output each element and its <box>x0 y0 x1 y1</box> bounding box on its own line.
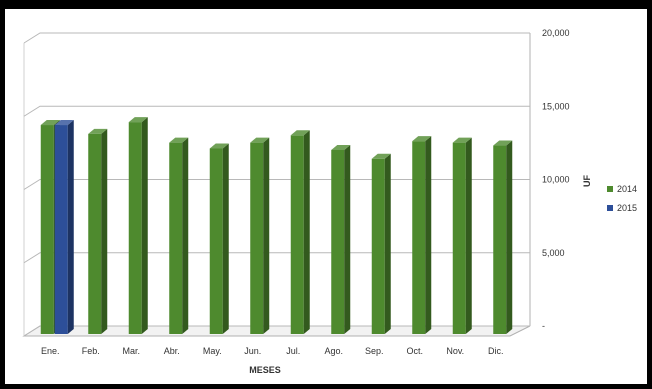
bar-2014-feb <box>88 128 108 334</box>
x-tick-label: Jun. <box>244 346 261 356</box>
bar-2014-jun <box>250 137 270 334</box>
legend: 2014 2015 <box>607 184 637 213</box>
bar-side <box>141 117 148 334</box>
x-tick-label: Sep. <box>365 346 384 356</box>
bar-front <box>331 149 345 334</box>
bar-top <box>54 120 74 126</box>
x-tick-label: May. <box>203 346 222 356</box>
x-axis-title: MESES <box>249 365 281 375</box>
x-tick-label: Abr. <box>164 346 180 356</box>
x-tick-label: Nov. <box>446 346 464 356</box>
bar-2014-jul <box>290 130 310 334</box>
bar-2014-dic <box>493 140 513 334</box>
gridline <box>23 32 530 44</box>
x-tick-label: Mar. <box>122 346 140 356</box>
bar-front <box>250 142 264 334</box>
bar-side <box>506 140 513 334</box>
bar-top <box>40 120 60 126</box>
bar-top <box>331 144 351 150</box>
bar-side <box>425 136 432 334</box>
gridline <box>23 325 530 337</box>
y-tick-label: 10,000 <box>542 175 570 185</box>
gridline <box>23 105 530 117</box>
bar-top <box>452 137 472 143</box>
bar-top <box>371 153 391 159</box>
bar-2014-nov <box>452 137 472 334</box>
bar-side <box>222 143 229 334</box>
y-axis-title: UF <box>582 175 592 187</box>
bar-front <box>88 133 102 334</box>
x-tick-label: Dic. <box>488 346 504 356</box>
legend-label-2015: 2015 <box>617 203 637 213</box>
bar-side <box>344 144 351 334</box>
bar-top <box>169 137 189 143</box>
bar-front <box>128 122 142 334</box>
legend-label-2014: 2014 <box>617 184 637 194</box>
bar-front <box>412 141 426 334</box>
bar-2014-oct <box>412 136 432 334</box>
gridlines <box>23 32 530 337</box>
legend-swatch-2014 <box>607 186 613 192</box>
bar-top <box>209 143 229 149</box>
bar-side <box>101 128 108 334</box>
y-tick-label: 5,000 <box>542 248 565 258</box>
bar-front <box>290 135 304 334</box>
bar-top <box>250 137 270 143</box>
bar-top <box>290 130 310 136</box>
bar-side <box>384 153 391 334</box>
bar-side <box>182 137 189 334</box>
gridline <box>23 252 530 264</box>
bar-2014-ago <box>331 144 351 334</box>
bar-front <box>169 142 183 334</box>
bar-side <box>465 137 472 334</box>
bar-2014-abr <box>169 137 189 334</box>
x-tick-label: Jul. <box>286 346 300 356</box>
bar-front <box>40 125 54 334</box>
bar-front <box>54 125 68 334</box>
x-tick-label: Ago. <box>324 346 343 356</box>
gridline <box>23 179 530 190</box>
x-tick-label: Oct. <box>406 346 423 356</box>
x-axis-ticks: Ene. Feb. Mar. Abr. May. Jun. Jul. Ago. Sep. Oct.… <box>41 346 504 356</box>
bar-2014-sep <box>371 153 391 334</box>
bar-front <box>371 158 385 334</box>
x-tick-label: Feb. <box>82 346 100 356</box>
y-tick-label: 20,000 <box>542 28 570 38</box>
x-tick-label: Ene. <box>41 346 60 356</box>
y-tick-label: 15,000 <box>542 101 570 111</box>
bar-top <box>88 128 108 134</box>
bar-front <box>493 145 507 334</box>
legend-swatch-2015 <box>607 205 613 211</box>
bar-2014-may <box>209 143 229 334</box>
bar-2015-ene <box>54 120 74 334</box>
y-axis-ticks: - 5,000 10,000 15,000 20,000 <box>542 28 570 331</box>
bar-side <box>303 130 310 334</box>
bar-side <box>263 137 270 334</box>
bar-top <box>412 136 432 142</box>
y-tick-label: - <box>542 321 545 331</box>
bar-front <box>452 142 466 334</box>
bars <box>40 117 513 334</box>
bar-top <box>493 140 513 146</box>
bar-2014-mar <box>128 117 148 334</box>
bar-top <box>128 117 148 123</box>
bar-front <box>209 148 223 334</box>
bar-side <box>67 120 74 334</box>
